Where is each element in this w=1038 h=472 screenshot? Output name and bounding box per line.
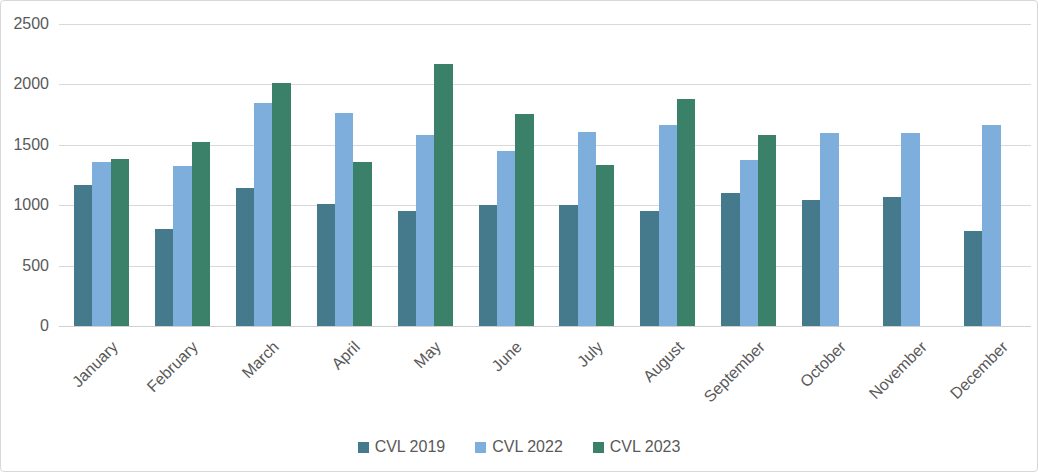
- chart-container: 25002000150010005000 JanuaryFebruaryMarc…: [0, 0, 1038, 472]
- legend-item-cvl-2023[interactable]: CVL 2023: [593, 438, 681, 456]
- x-axis: JanuaryFebruaryMarchAprilMayJuneJulyAugu…: [1, 1, 1037, 471]
- legend-label: CVL 2023: [610, 438, 681, 456]
- legend-swatch-icon: [475, 442, 486, 453]
- legend-item-cvl-2022[interactable]: CVL 2022: [475, 438, 563, 456]
- legend: CVL 2019 CVL 2022 CVL 2023: [1, 438, 1037, 456]
- legend-item-cvl-2019[interactable]: CVL 2019: [358, 438, 446, 456]
- legend-label: CVL 2022: [492, 438, 563, 456]
- legend-label: CVL 2019: [375, 438, 446, 456]
- legend-swatch-icon: [593, 442, 604, 453]
- legend-swatch-icon: [358, 442, 369, 453]
